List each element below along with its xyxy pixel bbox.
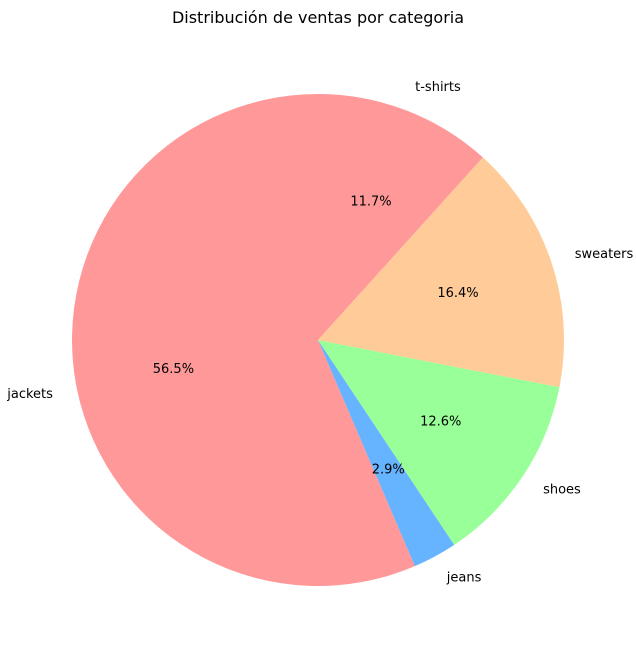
- pie-slice-shoes: [318, 340, 560, 545]
- percent-label-jeans: 2.9%: [372, 462, 405, 477]
- category-label-shoes: shoes: [543, 483, 581, 498]
- category-label-t-shirts: t-shirts: [415, 80, 461, 95]
- category-label-sweaters: sweaters: [575, 247, 634, 262]
- pie-slice-jackets: [71, 94, 415, 586]
- pie-slices: [71, 94, 564, 586]
- percent-label-sweaters: 16.4%: [437, 286, 478, 301]
- pie-slice-jeans: [318, 340, 455, 567]
- percent-label-jackets: 56.5%: [153, 362, 194, 377]
- category-label-jackets: jackets: [6, 387, 53, 402]
- percent-label-shoes: 12.6%: [420, 414, 461, 429]
- pie-slice-sweaters: [318, 157, 564, 388]
- chart-title: Distribución de ventas por categoria: [172, 8, 464, 27]
- category-label-jeans: jeans: [446, 571, 482, 586]
- pie-slice-t-shirts: [318, 94, 483, 340]
- percent-label-t-shirts: 11.7%: [350, 195, 391, 210]
- pie-labels: jackets 56.5% jeans 2.9% shoes 12.6% sweaters 1…: [6, 80, 633, 586]
